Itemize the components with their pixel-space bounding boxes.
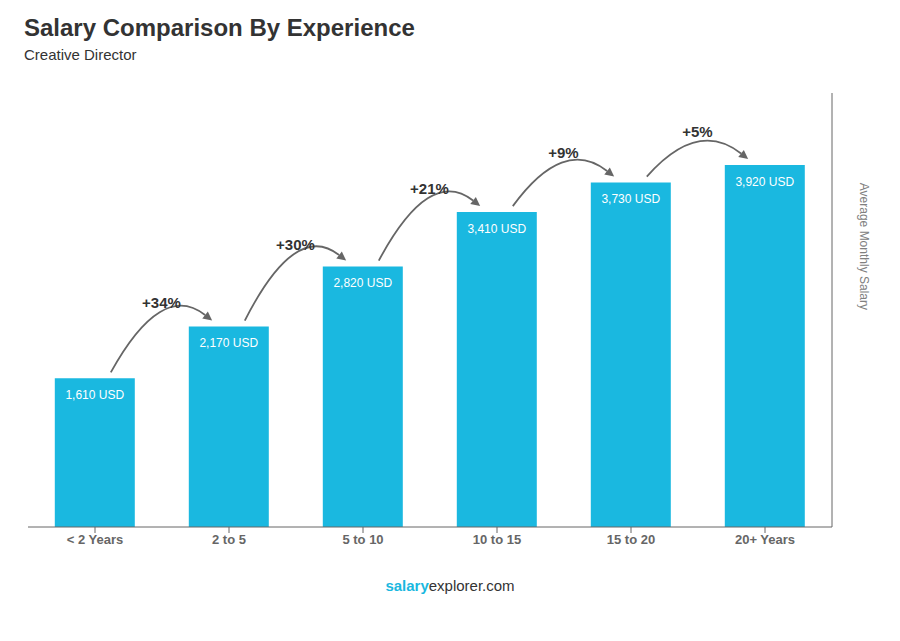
svg-text:+34%: +34% — [142, 294, 181, 311]
svg-text:3,730 USD: 3,730 USD — [601, 192, 660, 206]
svg-text:+21%: +21% — [410, 180, 449, 197]
svg-text:1,610 USD: 1,610 USD — [65, 388, 124, 402]
svg-text:+30%: +30% — [276, 236, 315, 253]
svg-text:+9%: +9% — [548, 144, 578, 161]
html-text:Creative Director: Creative Director — [24, 46, 137, 63]
svg-text:2,170 USD: 2,170 USD — [199, 336, 258, 350]
svg-text:< 2 Years: < 2 Years — [67, 532, 124, 547]
svg-text:3,410 USD: 3,410 USD — [467, 222, 526, 236]
svg-text:3,920 USD: 3,920 USD — [735, 175, 794, 189]
svg-text:5 to 10: 5 to 10 — [342, 532, 383, 547]
svg-text:+5%: +5% — [682, 123, 712, 140]
svg-text:15 to 20: 15 to 20 — [607, 532, 655, 547]
svg-text:2,820 USD: 2,820 USD — [333, 276, 392, 290]
html-text:Salary Comparison By Experienc: Salary Comparison By Experience — [24, 14, 415, 41]
svg-text:2 to 5: 2 to 5 — [212, 532, 246, 547]
html-text:salary explorer.com: salary explorer.com — [385, 577, 515, 594]
svg-text:Average Monthly Salary: Average Monthly Salary — [857, 183, 871, 310]
svg-text:10 to 15: 10 to 15 — [473, 532, 521, 547]
svg-text:20+ Years: 20+ Years — [735, 532, 795, 547]
